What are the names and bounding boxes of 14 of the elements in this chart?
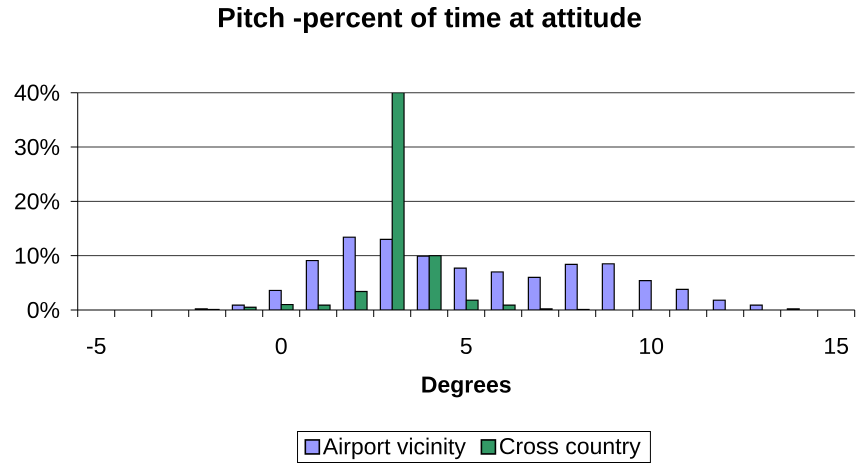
x-tick-label: 15 xyxy=(825,338,848,354)
y-tick-label: 30% xyxy=(14,138,60,156)
y-tick-label: 10% xyxy=(16,248,60,264)
y-tick-label: 0% xyxy=(28,302,60,318)
x-tick-label: 5 xyxy=(460,338,472,354)
x-axis-title: Degrees xyxy=(422,376,511,398)
x-tick-label: 0 xyxy=(276,338,287,354)
x-tick-label: -5 xyxy=(87,338,106,354)
y-tick-label: 40% xyxy=(14,84,60,101)
x-tick-label: 10 xyxy=(640,338,664,354)
legend-label: Airport vicinity xyxy=(322,438,466,460)
legend-label: Cross country xyxy=(500,438,641,459)
chart-title: Pitch -percent of time at attitude xyxy=(219,7,641,33)
y-tick-label: 20% xyxy=(15,193,60,210)
